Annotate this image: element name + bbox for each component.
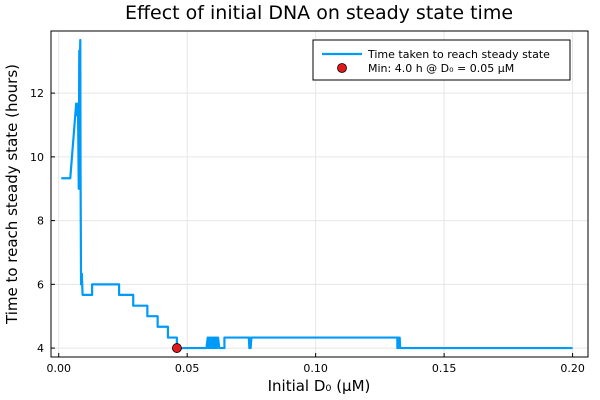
- y-axis-label: Time to reach steady state (hours): [3, 64, 21, 325]
- chart-title: Effect of initial DNA on steady state ti…: [125, 2, 513, 24]
- grid: [51, 31, 588, 357]
- legend-point-swatch: [337, 63, 347, 73]
- x-tick-label: 0.10: [303, 362, 328, 375]
- min-point-marker: [171, 343, 182, 353]
- x-tick-label: 0.05: [175, 362, 200, 375]
- x-tick-label: 0.15: [432, 362, 457, 375]
- y-tick-label: 10: [30, 151, 44, 164]
- y-tick-label: 6: [37, 278, 44, 291]
- plot-frame: [50, 30, 589, 358]
- y-tick-label: 8: [37, 215, 44, 228]
- legend-box: [312, 39, 571, 81]
- series-line-steady-state-time: [61, 38, 573, 350]
- legend-label-point: Min: 4.0 h @ D₀ = 0.05 μM: [368, 62, 514, 75]
- x-tick-label: 0.00: [46, 362, 71, 375]
- y-tick-label: 4: [37, 342, 44, 355]
- series-layer: [61, 38, 573, 353]
- ticks: 0.00 0.05 0.10 0.15 0.20 4 6 8 10 12: [30, 87, 585, 375]
- x-tick-label: 0.20: [560, 362, 585, 375]
- x-axis-label: Initial D₀ (μM): [268, 377, 371, 395]
- y-tick-label: 12: [30, 87, 44, 100]
- legend-label-line: Time taken to reach steady state: [367, 48, 550, 61]
- legend: Time taken to reach steady state Min: 4.…: [312, 39, 571, 81]
